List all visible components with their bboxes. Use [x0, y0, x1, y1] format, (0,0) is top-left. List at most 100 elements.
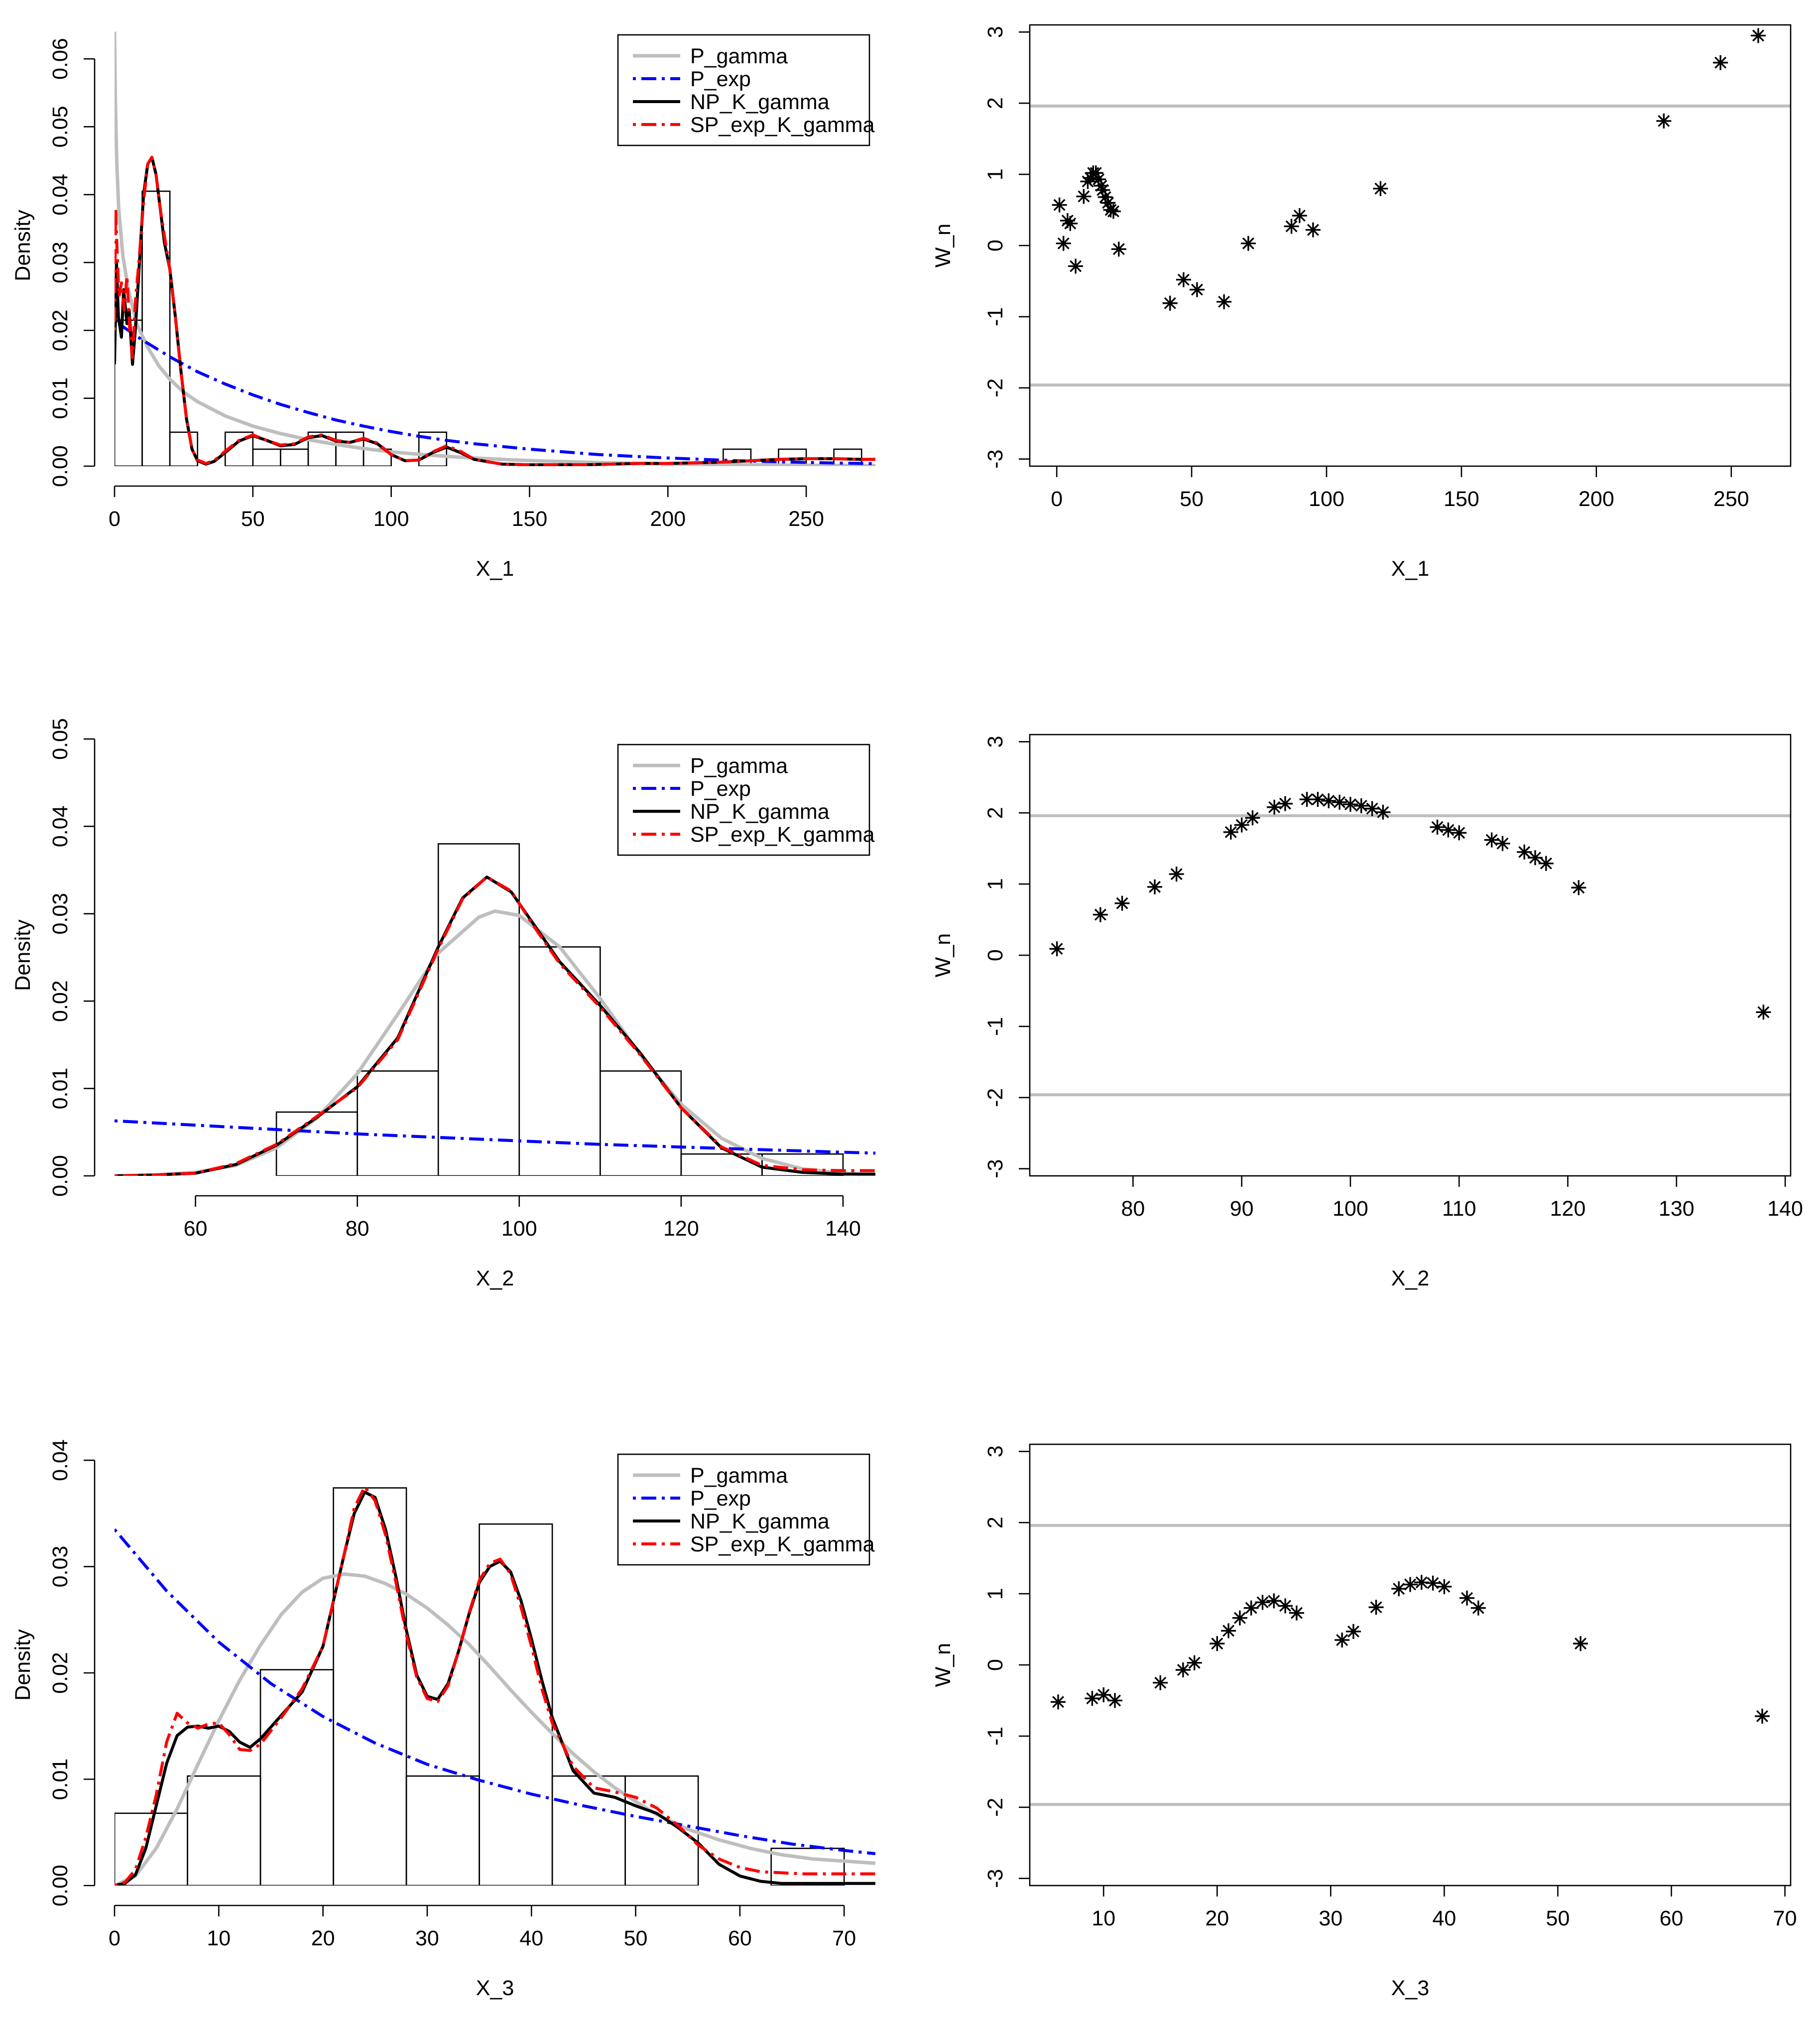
marker-stroke [1334, 796, 1346, 808]
legend-entry: P_exp [690, 1487, 751, 1511]
y-tick-label: -3 [983, 450, 1007, 469]
marker-stroke [1442, 824, 1455, 836]
series-line-P_exp [115, 1119, 875, 1155]
data-point [1216, 294, 1232, 309]
marker-stroke [1307, 224, 1319, 236]
panel-5: 0 10 20 30 40 50 60 70 0.00 0.01 0.02 0.03 0.04 X_3 De… [11, 1439, 875, 2000]
marker-stroke [1078, 190, 1090, 203]
x-tick-label: 50 [241, 507, 265, 531]
legend-entry: NP_K_gamma [690, 800, 830, 824]
plot-area [1030, 28, 1791, 387]
data-point [1111, 242, 1126, 257]
data-point [1538, 856, 1554, 871]
marker-stroke [1154, 1676, 1167, 1689]
data-point [1105, 204, 1121, 219]
histogram-bar [333, 1487, 407, 1886]
y-axis-title: W_n [931, 224, 955, 267]
data-point [1223, 824, 1238, 840]
series-line-P_gamma [115, 1572, 875, 1886]
marker-stroke [1097, 1689, 1110, 1701]
panel-4: 80 90 100 110 120 130 140 -3 -2 -1 0 1 2 3 X_2 W_n [931, 734, 1803, 1290]
y-tick-label: 3 [983, 26, 1007, 38]
series-line-SP_exp_K_gamma [115, 876, 875, 1176]
data-point [1713, 55, 1728, 70]
x-tick-label: 120 [663, 1217, 699, 1241]
x-axis-title: X_3 [476, 1976, 514, 2000]
x-tick-label: 100 [1333, 1197, 1368, 1221]
histogram-bar [479, 1523, 553, 1886]
data-point [1147, 879, 1163, 894]
data-point [1364, 801, 1380, 816]
histogram-bar [624, 1775, 699, 1886]
series-line-NP_K_gamma [115, 155, 875, 466]
x-tick-label: 100 [1309, 487, 1344, 511]
panel-6: 10 20 30 40 50 60 70 -3 -2 -1 0 1 2 3 X_3 W_n [931, 1443, 1797, 2000]
marker-stroke [1377, 806, 1389, 818]
y-tick-label: 2 [983, 1517, 1007, 1528]
x-tick-label: 140 [1767, 1197, 1803, 1221]
marker-stroke [1218, 295, 1230, 308]
marker-stroke [1285, 220, 1298, 233]
marker-stroke [1301, 793, 1313, 806]
data-point [1292, 208, 1307, 223]
marker-stroke [1355, 799, 1367, 812]
x-tick-label: 110 [1442, 1197, 1476, 1221]
x-tick-label: 0 [109, 507, 121, 531]
x-tick-label: 250 [788, 507, 824, 531]
marker-stroke [1279, 797, 1291, 810]
marker-stroke [1094, 908, 1106, 921]
marker-stroke [1092, 173, 1105, 186]
data-point [1114, 895, 1130, 911]
x-tick-label: 150 [1444, 487, 1479, 511]
x-tick-label: 10 [1092, 1906, 1115, 1930]
legend-frame [617, 34, 870, 146]
y-tick-label: -2 [983, 1798, 1007, 1817]
data-point [1245, 810, 1260, 826]
plot-frame [1029, 1443, 1792, 1887]
data-point [1754, 1708, 1770, 1724]
marker-stroke [1323, 794, 1335, 807]
marker-stroke [1752, 29, 1764, 42]
x-tick-label: 60 [184, 1217, 208, 1241]
y-tick-label: 0.02 [48, 310, 72, 352]
data-point [1656, 113, 1672, 128]
histogram-bar [275, 1111, 358, 1176]
data-point [1342, 797, 1358, 812]
legend-entry: P_gamma [690, 754, 788, 778]
marker-stroke [1336, 1634, 1348, 1646]
marker-stroke [1064, 217, 1077, 230]
data-point [1403, 1577, 1418, 1592]
data-point [1107, 1693, 1123, 1708]
marker-stroke [1757, 1006, 1770, 1018]
legend-entry: P_gamma [690, 1464, 788, 1488]
data-point [1175, 1662, 1191, 1678]
panel-1: 0 50 100 150 200 250 0.00 0.01 0.02 0.03 0.04 0.05 0… [11, 31, 875, 581]
marker-stroke [1431, 821, 1444, 833]
marker-stroke [1191, 283, 1203, 296]
marker-stroke [1052, 1696, 1065, 1708]
data-point [1187, 1655, 1202, 1670]
y-tick-label: 2 [983, 807, 1007, 819]
plot-area [115, 1485, 875, 1886]
data-point [1375, 804, 1391, 820]
data-point [1049, 941, 1065, 957]
data-point [1310, 792, 1326, 807]
legend-entry: SP_exp_K_gamma [690, 1532, 875, 1556]
series-line-P_exp [115, 1528, 875, 1855]
marker-stroke [1107, 205, 1119, 218]
y-tick-label: 0.01 [48, 1759, 72, 1800]
marker-stroke [1268, 1595, 1280, 1607]
data-point [1092, 907, 1108, 922]
data-point [1266, 1593, 1282, 1609]
marker-stroke [1279, 1600, 1292, 1612]
y-tick-label: 0.02 [48, 1652, 72, 1694]
x-tick-label: 40 [1432, 1906, 1456, 1930]
data-point [1484, 832, 1499, 848]
data-point [1430, 819, 1445, 835]
x-tick-label: 60 [728, 1926, 752, 1950]
marker-stroke [1496, 837, 1509, 850]
marker-stroke [1312, 793, 1324, 806]
x-tick-label: 90 [1230, 1197, 1254, 1221]
